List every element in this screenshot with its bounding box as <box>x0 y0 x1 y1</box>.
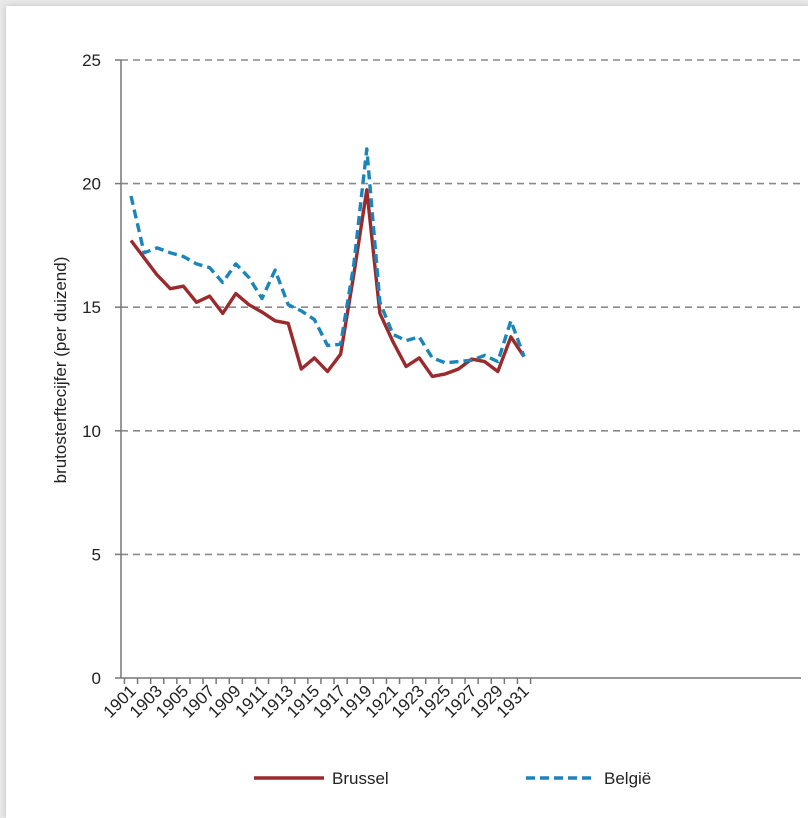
legend: Brussel België <box>254 769 651 788</box>
line-chart: 0 5 10 15 20 25 19011903190519071909191119131… <box>51 51 801 788</box>
y-tick-label: 25 <box>82 51 101 70</box>
series-lines <box>129 147 526 379</box>
series-line-belgi <box>129 147 526 365</box>
legend-label: Brussel <box>332 769 389 788</box>
y-axis-title: brutosterftecijfer (per duizend) <box>51 257 70 484</box>
series-line-brussel <box>129 188 526 379</box>
x-tick-labels: 1901190319051907190919111913191519171919… <box>100 681 533 721</box>
y-tick-labels: 0 5 10 15 20 25 <box>82 51 101 688</box>
y-tick-label: 10 <box>82 422 101 441</box>
axes <box>115 59 801 684</box>
y-tick-label: 20 <box>82 175 101 194</box>
legend-label: België <box>604 769 651 788</box>
y-tick-label: 5 <box>92 545 101 564</box>
y-tick-label: 0 <box>92 669 101 688</box>
chart-card: 0 5 10 15 20 25 1901 1903 1905 1907 1909 1911 1913 1… <box>6 6 808 818</box>
y-tick-label: 15 <box>82 298 101 317</box>
legend-item-brussel: Brussel <box>254 769 389 788</box>
legend-item-belgi: België <box>526 769 651 788</box>
grid-lines <box>121 59 801 556</box>
